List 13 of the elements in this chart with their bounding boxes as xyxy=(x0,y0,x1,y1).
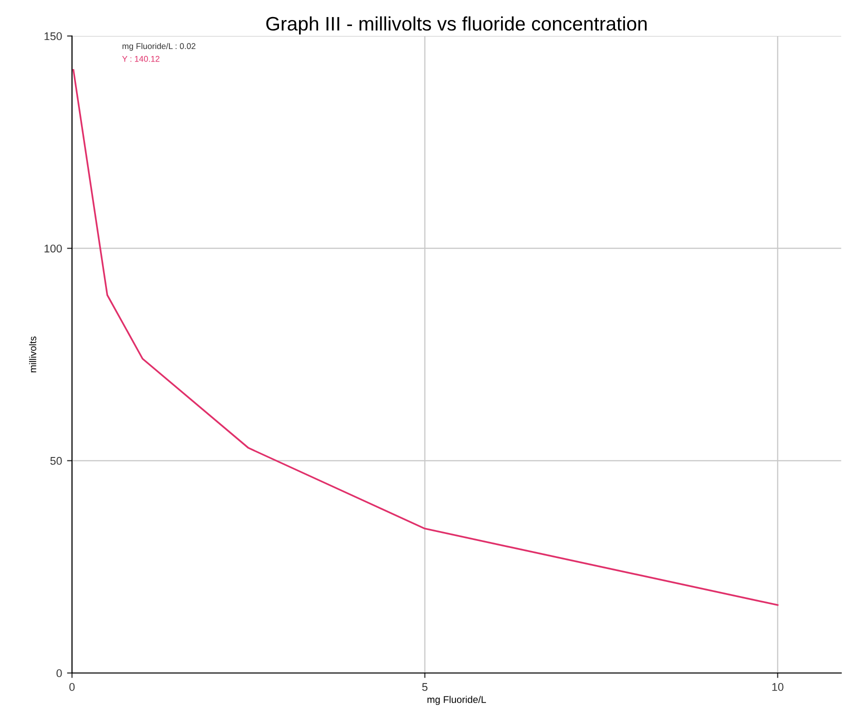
chart-title: Graph III - millivolts vs fluoride concentration xyxy=(266,16,647,34)
y-axis-title: millivolts xyxy=(29,336,36,372)
x-axis-title: mg Fluoride/L xyxy=(428,696,486,705)
x-tick-label: 0 xyxy=(69,683,75,691)
x-tick-label: 10 xyxy=(772,683,784,691)
annotation: Y : 140.12 xyxy=(122,56,160,62)
line-series xyxy=(72,69,778,606)
y-tick-label: 50 xyxy=(50,456,62,465)
y-tick-label: 100 xyxy=(44,244,62,252)
x-tick-label: 5 xyxy=(422,683,428,691)
annotation: mg Fluoride/L : 0.02 xyxy=(122,42,196,51)
y-tick-label: 150 xyxy=(44,32,62,40)
y-tick-label: 0 xyxy=(56,669,62,678)
